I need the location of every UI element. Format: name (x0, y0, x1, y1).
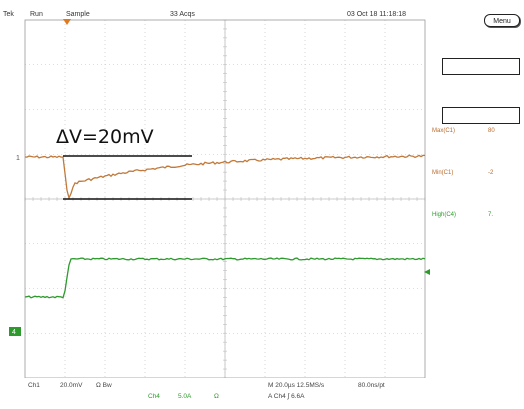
delta-v-annotation: ΔV=20mV (56, 126, 154, 148)
trigger-position-marker (63, 19, 71, 25)
measurement-value-high-c4: 7. (488, 212, 493, 218)
ch4-scale: 5.0A (178, 393, 191, 400)
ch1-coupling: Ω Bw (96, 382, 112, 389)
ch4-label: Ch4 (148, 393, 160, 400)
timebase: M 20.0µs 12.5MS/s (268, 382, 324, 389)
ch1-level-marker[interactable]: 1 (16, 155, 20, 162)
waveform-display: 1 4 (0, 0, 432, 378)
measurement-label-high-c4: High(C4) (432, 212, 456, 218)
menu-button[interactable]: Menu (484, 14, 520, 27)
side-menu-box-1[interactable] (442, 58, 520, 75)
record-length: 80.0ns/pt (358, 382, 385, 389)
measurement-label-min-c1: Min(C1) (432, 170, 453, 176)
ch4-level-marker[interactable]: 4 (12, 329, 16, 336)
status-footer: Ch1 20.0mV Ω Bw Ch4 5.0A Ω M 20.0µs 12.5… (0, 378, 432, 409)
ch1-label: Ch1 (28, 382, 40, 389)
measurement-label-max-c1: Max(C1) (432, 128, 455, 134)
side-panel: Menu Max(C1) 80 Min(C1) -2 High(C4) 7. (432, 0, 524, 409)
side-menu-box-2[interactable] (442, 107, 520, 124)
trigger-setting: A Ch4 ∫ 6.6A (268, 393, 304, 400)
measurement-value-max-c1: 80 (488, 128, 495, 134)
ch1-scale: 20.0mV (60, 382, 82, 389)
ch4-coupling: Ω (214, 393, 219, 400)
measurement-value-min-c1: -2 (488, 170, 493, 176)
